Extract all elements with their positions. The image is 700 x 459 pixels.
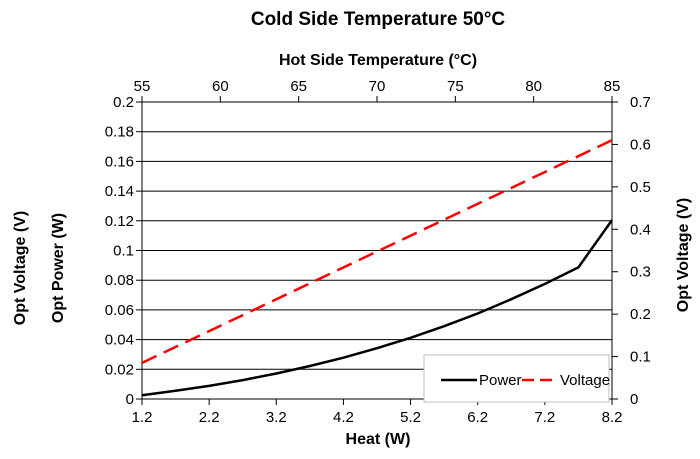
- y-left-tick-label: 0.12: [105, 213, 134, 230]
- y-right-tick-label: 0.6: [630, 136, 651, 153]
- y-right-tick-label: 0.5: [630, 179, 651, 196]
- x-tick-label: 3.2: [266, 409, 287, 426]
- top-tick-label: 85: [604, 78, 621, 95]
- x-tick-label: 5.2: [400, 409, 421, 426]
- y-left-tick-label: 0.04: [105, 332, 134, 349]
- tick-labels: 0 0.02 0.04 0.06 0.08 0.1 0.12 0.14 0.16 0.18 0.2 0…: [105, 78, 651, 426]
- x-axis-title: Heat (W): [346, 431, 411, 448]
- legend-power-label: Power: [479, 372, 522, 389]
- top-tick-label: 65: [290, 78, 307, 95]
- y-right-tick-label: 0.2: [630, 306, 651, 323]
- top-tick-label: 75: [447, 78, 464, 95]
- left-axis-title: Opt Power (W): [50, 213, 67, 323]
- y-right-tick-label: 0.7: [630, 94, 651, 111]
- top-axis-title: Hot Side Temperature (°C): [279, 52, 477, 69]
- legend: Power Voltage: [423, 354, 610, 403]
- x-tick-label: 2.2: [199, 409, 220, 426]
- y-left-tick-label: 0.02: [105, 361, 134, 378]
- top-tick-label: 55: [134, 78, 151, 95]
- top-tick-label: 80: [525, 78, 542, 95]
- top-tick-label: 60: [212, 78, 229, 95]
- y-left-tick-label: 0.2: [113, 94, 134, 111]
- series-line-voltage: [141, 139, 613, 365]
- y-left-tick-label: 0.08: [105, 272, 134, 289]
- y-right-tick-label: 0.4: [630, 221, 651, 238]
- plot-area: [141, 139, 614, 397]
- y-left-tick-label: 0.18: [105, 124, 134, 141]
- top-tick-label: 70: [369, 78, 386, 95]
- y-right-tick-label: 0: [630, 391, 638, 408]
- chart-title: Cold Side Temperature 50°C: [251, 9, 506, 30]
- legend-box: [423, 354, 610, 403]
- left-axis-outer-title: Opt Voltage (V): [12, 211, 29, 325]
- y-right-tick-label: 0.1: [630, 349, 651, 366]
- y-right-tick-label: 0.3: [630, 264, 651, 281]
- x-tick-label: 6.2: [467, 409, 488, 426]
- y-left-tick-label: 0.14: [105, 183, 134, 200]
- y-left-tick-label: 0.1: [113, 243, 134, 260]
- legend-voltage-label: Voltage: [560, 372, 610, 389]
- x-tick-label: 7.2: [534, 409, 555, 426]
- y-left-tick-label: 0.16: [105, 153, 134, 170]
- y-left-tick-label: 0.06: [105, 302, 134, 319]
- x-tick-label: 1.2: [132, 409, 153, 426]
- series-line-power: [141, 219, 614, 397]
- x-tick-label: 8.2: [602, 409, 623, 426]
- right-axis-title: Opt Voltage (V): [675, 198, 692, 312]
- x-tick-label: 4.2: [333, 409, 354, 426]
- y-left-tick-label: 0: [126, 391, 134, 408]
